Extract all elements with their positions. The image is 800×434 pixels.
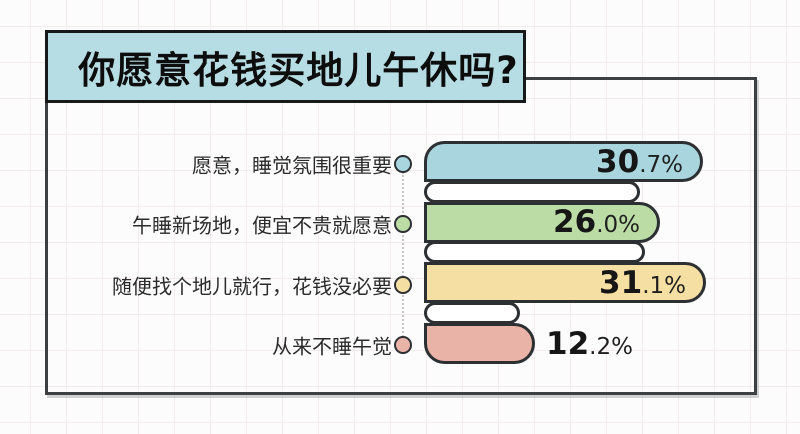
bar: 26.0% <box>424 201 660 243</box>
category-label: 从来不睡午觉 <box>272 334 392 359</box>
marker-connector-dotted-line <box>402 172 404 340</box>
bar-value-label: 31.1% <box>599 264 686 301</box>
category-marker-dot-icon <box>394 154 412 173</box>
bar-gap-connector <box>424 241 645 263</box>
bar: 31.1% <box>424 262 706 303</box>
category-marker-dot-icon <box>394 336 412 354</box>
chart-title-box: 你愿意花钱买地儿午休吗? <box>45 30 526 103</box>
category-label: 随便找个地儿就行，花钱没必要 <box>112 274 392 298</box>
bar-value-label: 30.7% <box>596 143 683 180</box>
bar <box>424 322 535 364</box>
bar: 30.7% <box>424 141 703 182</box>
bar-value-label: 26.0% <box>553 204 640 240</box>
category-label: 愿意，睡觉氛围很重要 <box>192 153 392 177</box>
bar-gap-connector <box>424 301 520 324</box>
bar-value-label: 12.2% <box>546 326 633 362</box>
chart-title: 你愿意花钱买地儿午休吗? <box>78 48 519 92</box>
category-marker-dot-icon <box>394 275 412 294</box>
bar-gap-connector <box>424 180 640 203</box>
category-label: 午睡新场地，便宜不贵就愿意 <box>132 213 392 238</box>
category-marker-dot-icon <box>394 215 412 233</box>
